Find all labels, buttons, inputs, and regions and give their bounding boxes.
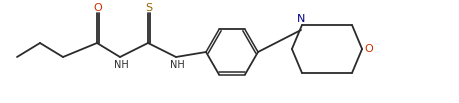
Text: NH: NH <box>113 60 128 70</box>
Text: NH: NH <box>169 60 184 70</box>
Text: N: N <box>296 14 304 24</box>
Text: O: O <box>364 44 373 54</box>
Text: O: O <box>94 3 102 13</box>
Text: S: S <box>145 3 152 13</box>
